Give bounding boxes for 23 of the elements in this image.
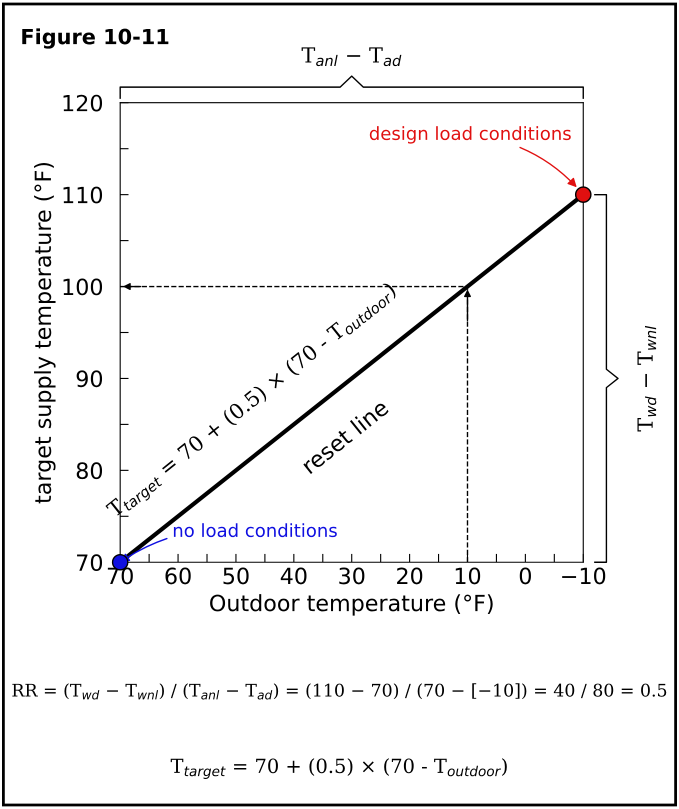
y-tick-label: 70 <box>77 554 102 572</box>
x-tick-label: 20 <box>397 568 422 584</box>
text: T$_{target}$ = 70 + (0.5) × (70 - T$_{outdoor}$) <box>170 758 507 779</box>
x-axis-title: Outdoor temperature (°F) <box>210 594 493 616</box>
text: T$_{anl}$ − T$_{ad}$ <box>302 47 402 66</box>
y-tick-label: 80 <box>76 462 102 480</box>
x-tick-label: 50 <box>224 568 249 584</box>
annotation: no load conditions <box>174 523 337 538</box>
text: T$_{wd}$ − T$_{wnl}$ <box>637 326 656 432</box>
text: RR = (T$_{wd}$ − T$_{wnl}$) / (T$_{anl}$ − T$_{ad}$) = (110 − 70) / (70 − [−10]) = 40 / 80 = 0.5 <box>12 683 666 700</box>
y-tick-label: 120 <box>64 94 102 112</box>
x-tick-label: 40 <box>280 568 306 584</box>
chart-title: Figure 10-11 <box>22 28 168 49</box>
y-tick-label: 110 <box>64 186 102 204</box>
x-tick-label: −10 <box>562 568 606 584</box>
x-tick-label: 30 <box>339 568 364 584</box>
y-axis-title: target supply temperature (°F) <box>34 162 56 504</box>
y-tick-label: 90 <box>76 370 102 388</box>
x-tick-label: 10 <box>456 568 480 584</box>
x-tick-label: 0 <box>520 568 531 584</box>
y-tick-label: 100 <box>64 278 102 296</box>
annotation: design load conditions <box>370 126 571 144</box>
x-tick-label: 60 <box>165 568 191 584</box>
